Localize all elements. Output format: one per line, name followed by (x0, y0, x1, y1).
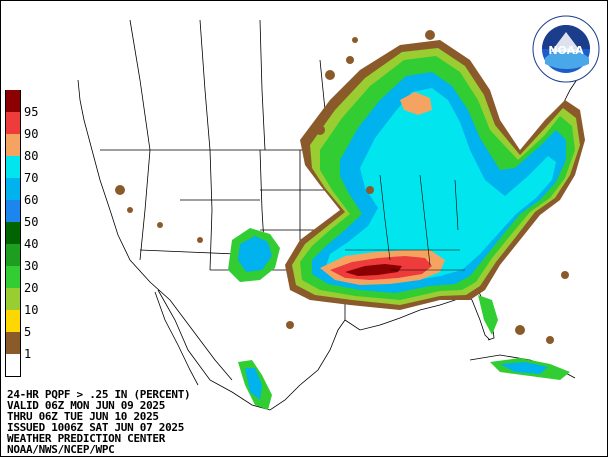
legend-swatch-90 (5, 112, 21, 134)
legend-swatch-5 (5, 310, 21, 332)
legend-label-95: 95 (24, 105, 39, 119)
legend-label-1: 1 (24, 347, 32, 361)
caption-line-thru: THRU 06Z TUE JUN 10 2025 (7, 410, 159, 423)
legend-label-80: 80 (24, 149, 39, 163)
pqpf-shading (115, 30, 585, 410)
shade-mexico-blue (245, 368, 262, 400)
noaa-logo-text: NOAA (548, 44, 584, 57)
shade-florida (478, 295, 498, 335)
legend-label-20: 20 (24, 281, 39, 295)
legend-label-5: 5 (24, 325, 32, 339)
legend-swatch-10 (5, 288, 21, 310)
legend-swatch-1 (5, 332, 21, 354)
legend-swatch-0 (5, 354, 21, 377)
legend-swatch-60 (5, 178, 21, 200)
product-caption: 24-HR PQPF > .25 IN (PERCENT) VALID 06Z … (7, 388, 191, 456)
shade-95pct (345, 264, 402, 276)
caption-line-agency: NOAA/NWS/NCEP/WPC (7, 443, 115, 456)
gulf-coast-outline (344, 294, 491, 341)
scattered-cells (115, 30, 569, 344)
caption-line-product: 24-HR PQPF > .25 IN (PERCENT) (7, 388, 191, 401)
legend-swatch-95 (5, 90, 21, 112)
legend-swatch-50 (5, 200, 21, 222)
caption-line-issued: ISSUED 1006Z SAT JUN 07 2025 (7, 421, 185, 434)
shade-70pct (326, 88, 556, 282)
legend-label-60: 60 (24, 193, 39, 207)
canada-provinces (129, 19, 331, 151)
legend-label-90: 90 (24, 127, 39, 141)
legend-label-10: 10 (24, 303, 39, 317)
shade-cuba-blue (500, 362, 548, 374)
legend-label-30: 30 (24, 259, 39, 273)
shade-80pct (320, 92, 445, 285)
shade-sw-cluster-blue (238, 236, 272, 272)
legend-swatch-30 (5, 244, 21, 266)
overlay-borders (345, 174, 465, 271)
caption-line-center: WEATHER PREDICTION CENTER (7, 432, 166, 445)
legend-swatch-80 (5, 134, 21, 156)
mexico-outline (157, 289, 346, 411)
west-coast-outline (77, 79, 233, 381)
noaa-logo: NOAA (532, 15, 600, 83)
caption-line-valid: VALID 06Z MON JUN 09 2025 (7, 399, 166, 412)
legend-label-40: 40 (24, 237, 39, 251)
legend-swatch-70 (5, 156, 21, 178)
legend-label-70: 70 (24, 171, 39, 185)
legend-label-50: 50 (24, 215, 39, 229)
baja-outline (154, 291, 199, 386)
legend-swatch-20 (5, 266, 21, 288)
legend-swatch-40 (5, 222, 21, 244)
